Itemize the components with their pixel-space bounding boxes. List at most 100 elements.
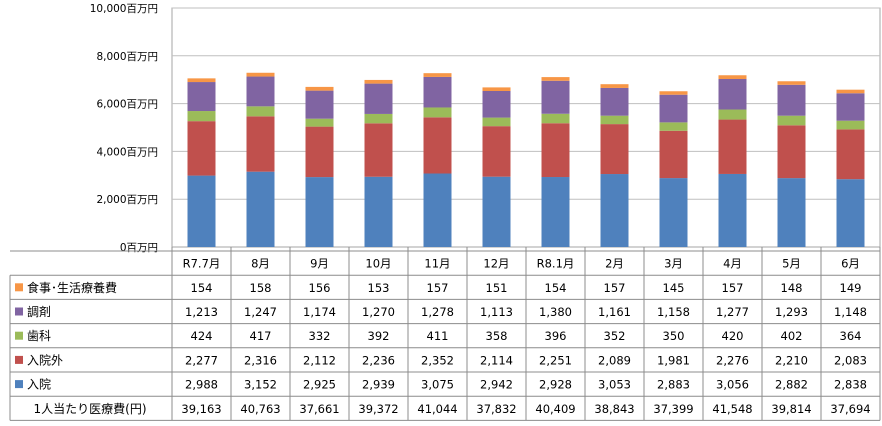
category-label: 12月 xyxy=(483,257,509,271)
data-label: 2,352 xyxy=(421,353,454,367)
data-label: 158 xyxy=(250,281,272,295)
bar-segment xyxy=(836,129,865,180)
bar-segment xyxy=(482,176,511,247)
data-label: 3,075 xyxy=(421,378,454,392)
bar-segment xyxy=(600,124,629,175)
data-label: 352 xyxy=(604,329,626,343)
data-label: 2,838 xyxy=(834,378,867,392)
bar-segment xyxy=(364,113,393,124)
bar-segment xyxy=(305,126,334,178)
data-label: 332 xyxy=(309,329,331,343)
per-capita-value: 41,044 xyxy=(417,402,457,416)
category-label: R7.7月 xyxy=(183,257,221,271)
bar-segment xyxy=(246,72,275,77)
per-capita-value: 37,399 xyxy=(653,402,693,416)
bar-segment xyxy=(246,171,275,247)
data-label: 156 xyxy=(309,281,331,295)
legend-key xyxy=(15,380,23,389)
bar-segment xyxy=(246,116,275,172)
bar-segment xyxy=(541,123,570,178)
per-capita-value: 37,832 xyxy=(476,402,516,416)
data-label: 154 xyxy=(191,281,213,295)
per-capita-label: 1人当たり医療費(円) xyxy=(34,401,147,416)
y-tick-label: 0百万円 xyxy=(120,242,158,254)
bar-segment xyxy=(718,109,747,120)
bar-segment xyxy=(305,177,334,247)
bar-segment xyxy=(718,79,747,110)
bar-segment xyxy=(423,117,452,174)
legend-label: 入院外 xyxy=(27,353,63,367)
bar-segment xyxy=(187,175,216,247)
bar-segment xyxy=(600,115,629,125)
data-label: 420 xyxy=(722,329,744,343)
bar-segment xyxy=(187,121,216,176)
data-label: 1,174 xyxy=(303,305,336,319)
data-label: 1,161 xyxy=(598,305,631,319)
legend-label: 調剤 xyxy=(27,304,51,319)
data-label: 2,882 xyxy=(775,378,808,392)
bar-segment xyxy=(659,122,688,131)
data-label: 154 xyxy=(545,281,567,295)
data-label: 2,083 xyxy=(834,353,867,367)
bar-segment xyxy=(423,173,452,247)
data-label: 2,112 xyxy=(303,353,336,367)
y-tick-label: 8,000百万円 xyxy=(96,51,158,63)
data-label: 1,270 xyxy=(362,305,395,319)
bar-segment xyxy=(659,178,688,247)
data-label: 2,114 xyxy=(480,353,513,367)
bar-segment xyxy=(246,106,275,117)
y-tick-label: 10,000百万円 xyxy=(90,3,158,15)
data-label: 2,925 xyxy=(303,378,336,392)
bar-segment xyxy=(836,93,865,121)
bar-segment xyxy=(187,82,216,112)
data-label: 2,988 xyxy=(185,378,218,392)
data-label: 1,277 xyxy=(716,305,749,319)
data-label: 157 xyxy=(427,281,449,295)
bar-segment xyxy=(600,84,629,88)
data-label: 2,089 xyxy=(598,353,631,367)
bar-segment xyxy=(600,87,629,116)
bar-segment xyxy=(246,76,275,107)
bar-segment xyxy=(423,107,452,118)
data-label: 2,939 xyxy=(362,378,395,392)
per-capita-value: 37,661 xyxy=(299,402,339,416)
bar-segment xyxy=(364,83,393,114)
per-capita-value: 40,409 xyxy=(535,402,575,416)
bar-segment xyxy=(718,75,747,80)
bar-segment xyxy=(482,91,511,118)
data-label: 157 xyxy=(604,281,626,295)
bar-segment xyxy=(777,125,806,179)
legend-label: 入院 xyxy=(27,378,51,392)
data-label: 2,928 xyxy=(539,378,572,392)
bar-segment xyxy=(364,123,393,177)
bar-segment xyxy=(541,113,570,124)
bar-segment xyxy=(777,84,806,116)
bar-segment xyxy=(836,120,865,130)
data-label: 2,210 xyxy=(775,353,808,367)
bar-segment xyxy=(541,77,570,81)
data-label: 2,276 xyxy=(716,353,749,367)
data-label: 358 xyxy=(486,329,508,343)
legend-key xyxy=(15,283,23,292)
data-label: 1,380 xyxy=(539,305,572,319)
data-label: 1,148 xyxy=(834,305,867,319)
bar-segment xyxy=(659,91,688,95)
legend-key xyxy=(15,307,23,316)
bar-segment xyxy=(482,117,511,127)
category-label: 8月 xyxy=(251,257,270,271)
category-label: 5月 xyxy=(782,257,801,271)
category-label: 9月 xyxy=(310,257,329,271)
bar-segment xyxy=(364,176,393,247)
legend-label: 食事･生活療養費 xyxy=(27,280,117,295)
data-label: 3,152 xyxy=(244,378,277,392)
data-label: 3,056 xyxy=(716,378,749,392)
bar-segment xyxy=(718,119,747,174)
data-label: 1,278 xyxy=(421,305,454,319)
data-label: 2,277 xyxy=(185,353,218,367)
bar-segment xyxy=(600,174,629,247)
bar-segment xyxy=(777,178,806,247)
bar-segment xyxy=(423,76,452,108)
category-label: 11月 xyxy=(424,257,450,271)
bar-segment xyxy=(364,79,393,84)
